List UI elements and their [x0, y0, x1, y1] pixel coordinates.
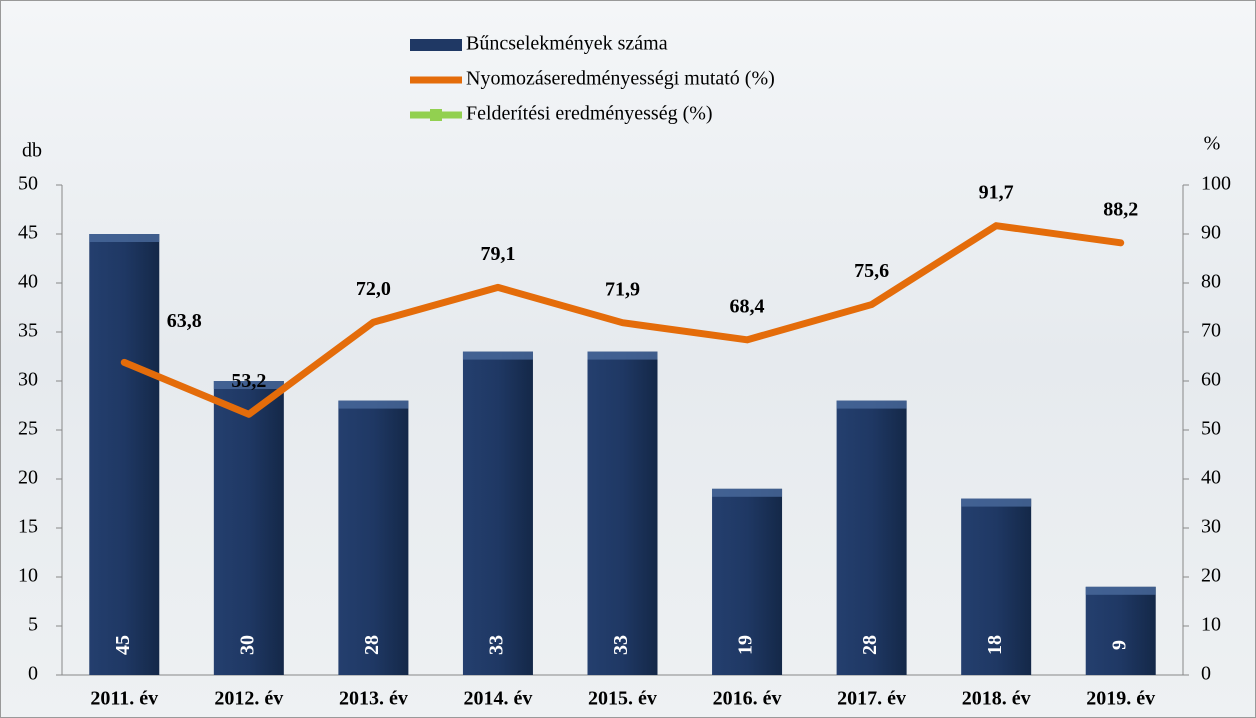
y2-tick-label: 10 [1201, 614, 1221, 636]
bar [462, 351, 533, 675]
bar-cap [836, 400, 907, 409]
x-tick-label: 2013. év [339, 688, 408, 710]
x-tick-label: 2017. év [837, 688, 906, 710]
y-tick-label: 30 [18, 369, 38, 391]
line-value-label: 68,4 [730, 295, 765, 317]
bar-cap [462, 351, 533, 360]
bar-cap [587, 351, 658, 360]
line-value-label: 71,9 [605, 278, 640, 300]
bar [836, 400, 907, 675]
y2-tick-label: 0 [1201, 663, 1211, 685]
y-tick-label: 40 [18, 271, 38, 293]
bar-value-label: 30 [236, 635, 258, 655]
legend-label: Nyomozáseredményességi mutató (%) [466, 68, 775, 90]
legend-swatch [410, 39, 462, 51]
x-tick-label: 2012. év [214, 688, 283, 710]
line-value-label: 63,8 [167, 310, 202, 332]
y-tick-label: 20 [18, 467, 38, 489]
y2-axis-label: % [1204, 133, 1221, 155]
bar-value-label: 19 [735, 635, 757, 655]
line-value-label: 88,2 [1103, 198, 1138, 220]
x-tick-label: 2014. év [463, 688, 532, 710]
y-axis-label: db [22, 140, 42, 162]
y2-tick-label: 30 [1201, 516, 1221, 538]
y2-tick-label: 50 [1201, 418, 1221, 440]
bar-cap [1085, 586, 1156, 595]
bar-value-label: 28 [361, 635, 383, 655]
y2-tick-label: 70 [1201, 320, 1221, 342]
y-tick-label: 0 [28, 663, 38, 685]
bar [213, 381, 284, 675]
line-value-label: 53,2 [231, 370, 266, 392]
bar-value-label: 28 [859, 635, 881, 655]
y-tick-label: 25 [18, 418, 38, 440]
x-tick-label: 2016. év [713, 688, 782, 710]
y-tick-label: 45 [18, 222, 38, 244]
bar-cap [213, 381, 284, 389]
bar [89, 234, 160, 675]
legend-label: Felderítési eredményesség (%) [466, 103, 713, 125]
y2-tick-label: 100 [1201, 173, 1231, 195]
bar [961, 498, 1032, 675]
line-value-label: 79,1 [480, 243, 515, 265]
line-value-label: 91,7 [979, 181, 1014, 203]
y2-tick-label: 60 [1201, 369, 1221, 391]
y2-tick-label: 20 [1201, 565, 1221, 587]
legend-marker [430, 109, 442, 121]
bar [712, 488, 783, 675]
x-tick-label: 2015. év [588, 688, 657, 710]
bar-value-label: 33 [610, 635, 632, 655]
y-tick-label: 15 [18, 516, 38, 538]
line-value-label: 75,6 [854, 260, 889, 282]
x-tick-label: 2018. év [962, 688, 1031, 710]
y-tick-label: 10 [18, 565, 38, 587]
x-tick-label: 2019. év [1086, 688, 1155, 710]
x-tick-label: 2011. év [90, 688, 158, 710]
bar-cap [712, 488, 783, 497]
y-tick-label: 35 [18, 320, 38, 342]
line [120, 222, 1125, 418]
bar [338, 400, 409, 675]
bar-cap [961, 498, 1032, 507]
bar [1085, 586, 1156, 675]
legend-label: Bűncselekmények száma [466, 33, 668, 55]
bar-cap [338, 400, 409, 409]
y2-tick-label: 80 [1201, 271, 1221, 293]
bar-value-label: 45 [112, 635, 134, 655]
bar-cap [89, 234, 160, 242]
bar-value-label: 18 [984, 635, 1006, 655]
bar [587, 351, 658, 675]
bar-value-label: 9 [1108, 640, 1130, 650]
y-tick-label: 50 [18, 173, 38, 195]
line-value-label: 72,0 [356, 278, 391, 300]
bar-value-label: 33 [486, 635, 508, 655]
y-tick-label: 5 [28, 614, 38, 636]
y2-tick-label: 40 [1201, 467, 1221, 489]
y2-tick-label: 90 [1201, 222, 1221, 244]
